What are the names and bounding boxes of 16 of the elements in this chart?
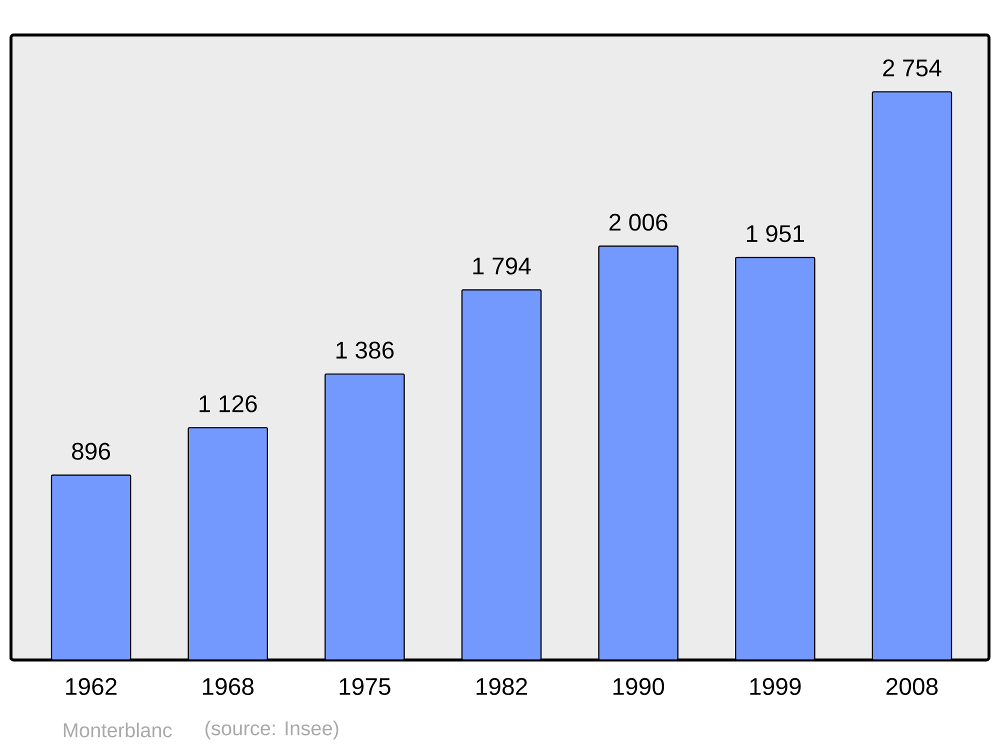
x-tick-label: 1968 [202, 678, 254, 696]
data-label: 1 126 [200, 395, 257, 412]
data-label: 1 794 [473, 257, 531, 274]
data-label: 896 [72, 442, 110, 460]
data-label: 1 951 [746, 225, 804, 242]
x-tick-label: 1975 [340, 678, 390, 696]
x-tick-label: 2008 [886, 678, 938, 696]
data-label: 1 386 [336, 342, 394, 359]
x-tick-label: 1999 [750, 678, 801, 696]
data-label: 2 006 [610, 214, 668, 231]
text: Monterblanc [64, 722, 172, 738]
data-label: 2 754 [883, 59, 942, 76]
x-tick-label: 1982 [476, 678, 527, 696]
x-tick-label: 1962 [66, 678, 117, 696]
x-tick-label: 1990 [613, 678, 664, 696]
text: (source: Insee) [206, 720, 338, 740]
